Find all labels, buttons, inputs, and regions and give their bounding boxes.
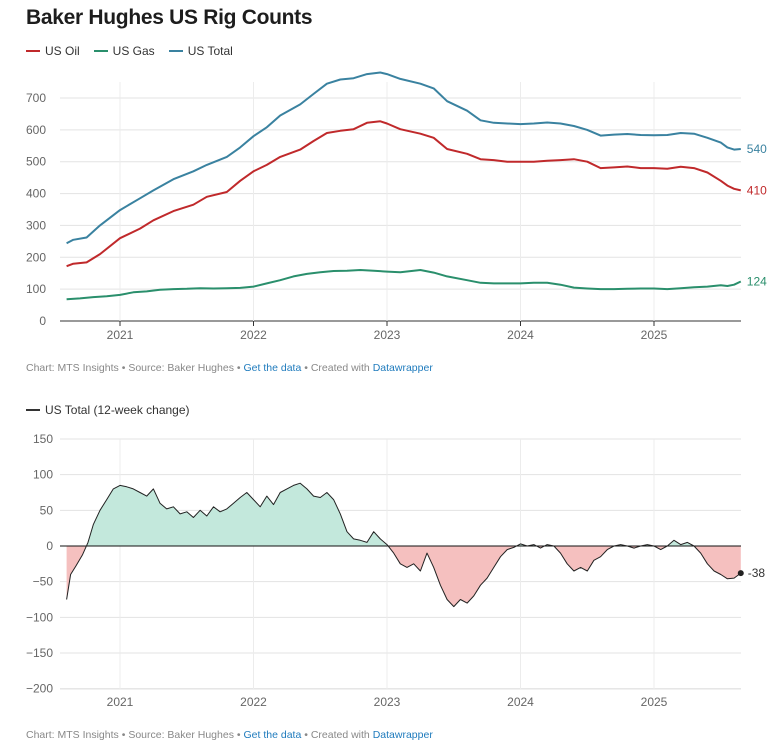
end-point-marker [737, 570, 744, 577]
area-negative [694, 546, 741, 579]
area-negative [553, 546, 614, 571]
chart-title: Baker Hughes US Rig Counts [26, 6, 313, 29]
legend-bottom: US Total (12-week change) [26, 403, 190, 417]
x-tick-label: 2023 [374, 328, 401, 342]
y-tick-label: 700 [26, 91, 46, 105]
area-negative [654, 546, 668, 550]
footer-chart-by: Chart: MTS Insights [26, 729, 119, 741]
footer-source: Source: Baker Hughes [128, 362, 234, 374]
x-tick-label: 2022 [240, 328, 267, 342]
legend-label-change: US Total (12-week change) [45, 403, 190, 417]
legend-top: US Oil US Gas US Total [26, 44, 233, 58]
footer-bottom: Chart: MTS Insights • Source: Baker Hugh… [26, 729, 433, 741]
series-line-change [66, 482, 742, 608]
end-label-oil: 410 [747, 183, 767, 197]
y-tick-label: −50 [33, 575, 54, 589]
y-tick-label: 600 [26, 123, 46, 137]
legend-swatch-oil [26, 50, 40, 52]
get-data-link[interactable]: Get the data [243, 729, 302, 741]
footer-chart-by: Chart: MTS Insights [26, 362, 119, 374]
footer-sep: • [236, 729, 241, 741]
x-tick-label: 2024 [507, 328, 534, 342]
footer-created: Created with [310, 362, 370, 374]
x-tick-label: 2021 [107, 695, 134, 709]
x-tick-label: 2023 [374, 695, 401, 709]
x-tick-label: 2025 [641, 328, 668, 342]
legend-label-oil: US Oil [45, 44, 80, 58]
y-tick-label: −150 [26, 646, 53, 660]
legend-label-total: US Total [187, 44, 233, 58]
area-positive [86, 483, 389, 546]
series-line-gas [66, 269, 742, 301]
x-tick-label: 2022 [240, 695, 267, 709]
y-tick-label: 0 [46, 539, 53, 553]
footer-sep: • [236, 362, 241, 374]
legend-swatch-total [168, 50, 183, 52]
end-label-change: -38 [748, 566, 766, 580]
y-tick-label: 100 [26, 282, 46, 296]
datawrapper-link[interactable]: Datawrapper [372, 362, 433, 374]
y-tick-label: 200 [26, 250, 46, 264]
legend-swatch-change [26, 409, 40, 411]
area-negative [388, 546, 517, 607]
end-label-gas: 124 [747, 274, 767, 288]
footer-sep: • [121, 362, 126, 374]
y-tick-label: 500 [26, 155, 46, 169]
footer-top: Chart: MTS Insights • Source: Baker Hugh… [26, 362, 433, 374]
footer-sep: • [304, 362, 308, 374]
y-tick-label: −100 [26, 610, 53, 624]
y-tick-label: 300 [26, 218, 46, 232]
area-negative [627, 546, 641, 549]
y-tick-label: 100 [33, 468, 53, 482]
x-tick-label: 2025 [641, 695, 668, 709]
x-tick-label: 2024 [507, 695, 534, 709]
y-tick-label: 0 [39, 314, 46, 328]
legend-item-gas: US Gas [93, 44, 155, 58]
get-data-link[interactable]: Get the data [243, 362, 302, 374]
legend-swatch-gas [93, 50, 108, 52]
series-line-total [66, 71, 741, 245]
legend-item-oil: US Oil [26, 44, 80, 58]
datawrapper-link[interactable]: Datawrapper [372, 729, 433, 741]
y-tick-label: 150 [33, 432, 53, 446]
legend-label-gas: US Gas [112, 44, 155, 58]
footer-sep: • [121, 729, 126, 741]
area-positive [667, 540, 694, 546]
footer-created: Created with [310, 729, 370, 741]
y-tick-label: 50 [40, 503, 54, 517]
footer-sep: • [304, 729, 308, 741]
end-label-total: 540 [747, 142, 767, 156]
y-tick-label: −200 [26, 682, 53, 696]
y-tick-label: 400 [26, 187, 46, 201]
x-tick-label: 2021 [107, 328, 134, 342]
legend-item-total: US Total [168, 44, 233, 58]
footer-source: Source: Baker Hughes [128, 729, 234, 741]
area-negative [66, 546, 87, 600]
series-line-oil [66, 120, 742, 268]
